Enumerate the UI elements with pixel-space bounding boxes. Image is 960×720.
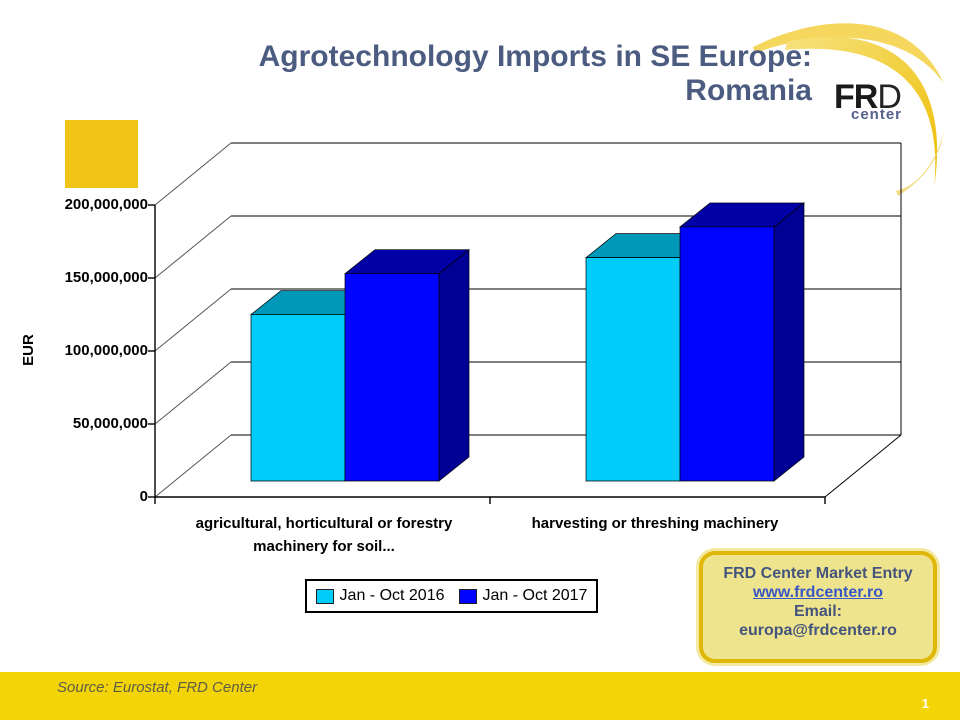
accent-square	[65, 120, 138, 188]
legend-swatch-2017-icon	[458, 588, 477, 604]
legend-label-2016: Jan - Oct 2016	[339, 587, 445, 604]
frd-logo-d: D	[877, 78, 902, 116]
swoosh-tail-arc-icon	[896, 132, 944, 196]
frd-logo-subtitle: center	[851, 106, 903, 123]
contact-email-label: Email:	[793, 603, 842, 620]
y-tick-label-150m: 150,000,000	[64, 269, 148, 286]
y-tick-label-200m: 200,000,000	[64, 196, 148, 213]
bar-top-1-0	[344, 249, 470, 275]
category-label-1-line2: machinery for soil...	[253, 538, 395, 555]
footer-bar: Source: Eurostat, FRD Center 1	[0, 672, 960, 720]
source-text: Source: Eurostat, FRD Center	[57, 679, 258, 696]
frd-logo-fr: FR	[834, 78, 878, 116]
legend-item-2016: Jan - Oct 2016	[315, 587, 445, 605]
contact-website-link[interactable]: www.frdcenter.ro	[752, 584, 884, 601]
y-tick-label-0: 0	[139, 488, 148, 505]
bar-front-1-1	[679, 226, 775, 482]
category-label-2-line1: harvesting or threshing machinery	[531, 515, 779, 532]
slide-title: Agrotechnology Imports in SE Europe: Rom…	[259, 40, 812, 108]
chart-legend: Jan - Oct 2016 Jan - Oct 2017	[305, 579, 598, 613]
category-label-2: harvesting or threshing machinery	[500, 512, 810, 535]
contact-box: FRD Center Market Entry www.frdcenter.ro…	[699, 551, 937, 663]
y-tick-label-100m: 100,000,000	[64, 342, 148, 359]
bar-front-0-1	[585, 257, 681, 482]
bar-side-1-1	[773, 202, 805, 482]
category-label-1: agricultural, horticultural or forestry …	[172, 512, 476, 558]
contact-email-address: europa@frdcenter.ro	[739, 622, 897, 639]
bar-top-0-0	[250, 290, 376, 315]
page-number: 1	[921, 696, 929, 711]
bar-front-0-0	[250, 314, 346, 482]
frd-logo: FRD	[834, 78, 902, 116]
category-label-1-line1: agricultural, horticultural or forestry	[195, 515, 453, 532]
bar-front-1-0	[344, 273, 440, 482]
bar-side-0-1	[679, 232, 711, 482]
y-tick-label-50m: 50,000,000	[72, 415, 148, 432]
contact-box-title: FRD Center Market Entry	[723, 565, 913, 582]
slide-title-line2: Romania	[685, 74, 812, 107]
bar-top-0-1	[585, 233, 711, 258]
bar-side-0-0	[344, 289, 376, 482]
bar-side-1-0	[438, 248, 470, 482]
slide-title-line1: Agrotechnology Imports in SE Europe:	[258, 40, 812, 73]
legend-swatch-2016-icon	[315, 588, 334, 604]
legend-label-2017: Jan - Oct 2017	[482, 587, 588, 604]
bar-top-1-1	[679, 202, 805, 228]
legend-item-2017: Jan - Oct 2017	[458, 587, 588, 605]
